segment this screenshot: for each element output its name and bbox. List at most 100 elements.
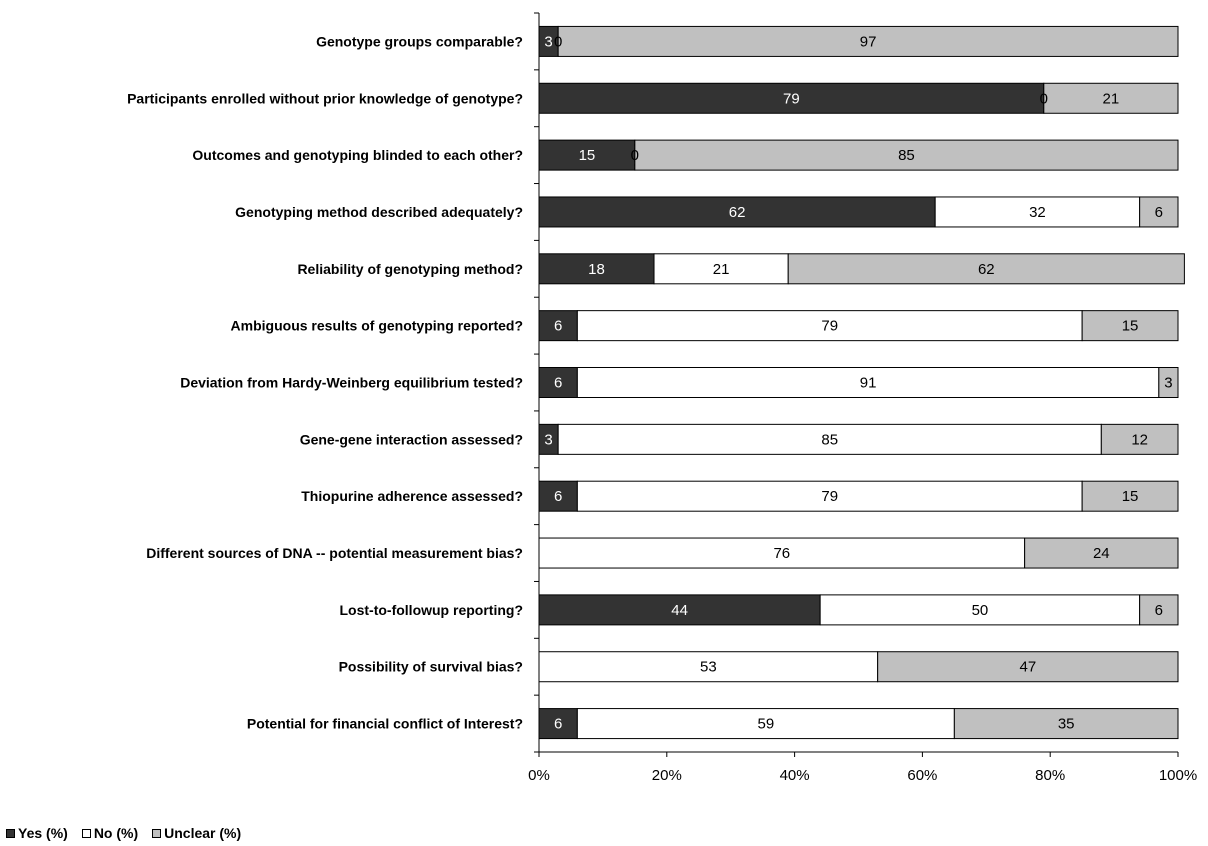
data-label: 91 [860, 375, 877, 392]
data-label: 0 [631, 147, 639, 164]
bar-segment-unclear [1043, 82, 1179, 114]
data-label: 32 [1029, 204, 1046, 221]
bar-segment-no [557, 423, 1102, 455]
bar-segment-unclear [557, 25, 1179, 57]
bar-segment-unclear [634, 139, 1179, 171]
bar-segment-unclear [953, 708, 1179, 740]
data-label: 79 [821, 318, 838, 335]
data-label: 62 [729, 204, 746, 221]
chart-axes: 0% 20% 40% 60% 80% 100% [528, 12, 1197, 784]
bar-segment-unclear [787, 253, 1185, 285]
legend-label: Yes (%) [18, 825, 68, 841]
bar-segment-no [576, 367, 1160, 398]
bar-segment-unclear [1024, 537, 1179, 569]
data-label: 62 [978, 261, 995, 278]
category-label: Genotype groups comparable? [316, 33, 523, 49]
data-label: 76 [773, 545, 790, 562]
bar-segment-unclear [1081, 480, 1179, 512]
bar-segment-no [653, 253, 789, 285]
legend-label: No (%) [93, 825, 139, 841]
data-label: 0 [1040, 90, 1048, 107]
chart-bars [538, 25, 1185, 740]
data-label: 85 [821, 431, 838, 448]
x-tick-label: 80% [1035, 767, 1065, 784]
data-label: 12 [1131, 431, 1148, 448]
category-label: Gene-gene interaction assessed? [300, 431, 523, 447]
data-label: 6 [554, 716, 562, 733]
data-label: 15 [1122, 318, 1139, 335]
bar-segment-yes [538, 82, 1045, 114]
legend-swatch [152, 828, 162, 838]
data-label: 53 [700, 659, 717, 676]
bar-segment-yes [538, 196, 936, 228]
bar-segment-unclear [1139, 196, 1179, 228]
bar-segment-unclear [877, 651, 1179, 683]
data-label: 85 [898, 147, 915, 164]
category-label: Potential for financial conflict of Inte… [247, 716, 523, 732]
bar-segment-unclear [1139, 594, 1179, 626]
bar-segment-yes [538, 367, 578, 398]
x-tick-label: 0% [528, 767, 550, 784]
bar-segment-unclear [1081, 310, 1179, 342]
data-label: 6 [554, 488, 562, 505]
data-label: 21 [1103, 90, 1120, 107]
x-tick-label: 100% [1159, 767, 1197, 784]
category-label: Participants enrolled without prior know… [127, 90, 523, 106]
bar-segment-no [538, 651, 879, 683]
category-label: Ambiguous results of genotyping reported… [231, 318, 523, 334]
category-label: Different sources of DNA -- potential me… [146, 545, 523, 561]
legend-item: Yes (%) [6, 825, 68, 841]
data-label: 3 [544, 431, 552, 448]
bar-segment-yes [538, 480, 578, 512]
data-label: 6 [1155, 204, 1163, 221]
chart-legend: Yes (%) No (%) Unclear (%) [6, 825, 241, 841]
legend-label: Unclear (%) [164, 825, 242, 841]
bar-segment-yes [538, 139, 636, 171]
legend-item: Unclear (%) [152, 825, 241, 841]
data-label: 3 [544, 33, 552, 50]
category-label: Thiopurine adherence assessed? [301, 488, 523, 504]
data-label: 6 [554, 375, 562, 392]
category-label: Outcomes and genotyping blinded to each … [192, 147, 523, 163]
data-label: 47 [1019, 659, 1036, 676]
data-label: 6 [554, 318, 562, 335]
data-label: 0 [554, 33, 562, 50]
category-label: Genotyping method described adequately? [235, 204, 523, 220]
bar-segment-yes [538, 594, 821, 626]
data-label: 24 [1093, 545, 1110, 562]
x-tick-label: 60% [907, 767, 937, 784]
bar-segment-no [538, 537, 1026, 569]
data-label: 18 [588, 261, 605, 278]
data-label: 3 [1164, 375, 1172, 392]
data-label: 6 [1155, 602, 1163, 619]
data-label: 59 [758, 716, 775, 733]
bar-segment-yes [538, 253, 655, 285]
data-label: 21 [713, 261, 730, 278]
legend-swatch [81, 828, 91, 838]
category-label: Reliability of genotyping method? [297, 261, 523, 277]
x-tick-label: 40% [780, 767, 810, 784]
data-label: 97 [860, 33, 877, 50]
category-label: Possibility of survival bias? [339, 659, 523, 675]
x-tick-label: 20% [652, 767, 682, 784]
bar-segment-no [576, 480, 1083, 512]
data-label: 15 [1122, 488, 1139, 505]
data-label: 50 [972, 602, 989, 619]
bar-segment-unclear [1100, 423, 1179, 455]
data-label: 44 [671, 602, 688, 619]
data-label: 15 [579, 147, 596, 164]
legend-swatch [6, 828, 15, 838]
bar-segment-no [934, 196, 1141, 228]
legend-item: No (%) [81, 825, 139, 841]
data-label: 79 [783, 90, 800, 107]
bar-segment-no [576, 310, 1083, 342]
category-label: Deviation from Hardy-Weinberg equilibriu… [180, 375, 523, 391]
data-label: 79 [821, 488, 838, 505]
bar-segment-no [576, 708, 955, 740]
bar-segment-unclear [1158, 367, 1179, 398]
bar-segment-no [819, 594, 1141, 626]
chart-labels: Genotype groups comparable? 3 0 97Participa… [127, 33, 1173, 732]
category-label: Lost-to-followup reporting? [339, 602, 523, 618]
bar-segment-yes [538, 310, 578, 342]
